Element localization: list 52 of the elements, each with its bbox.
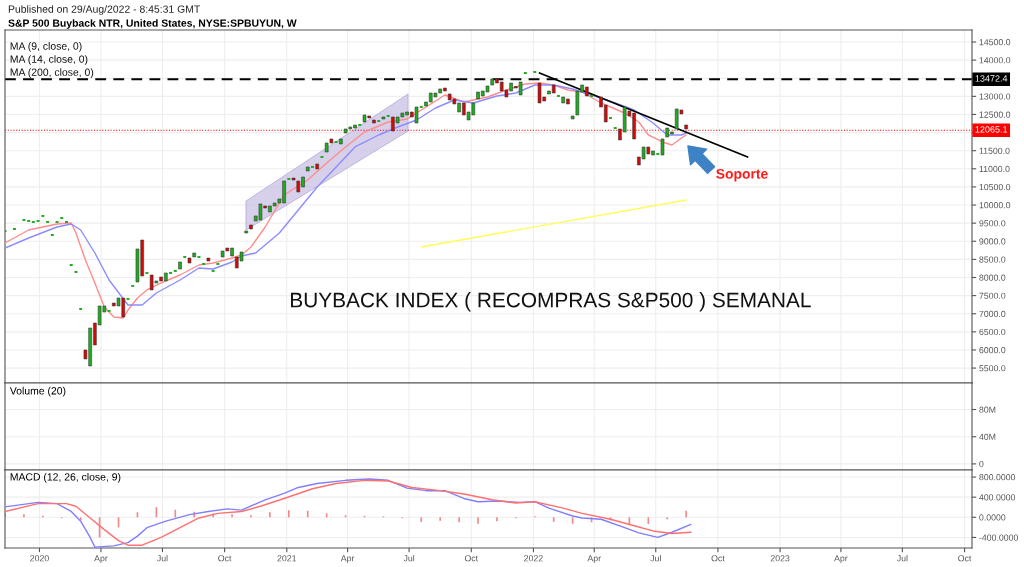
y-tick-label: 11000.0: [979, 165, 1010, 173]
chart-title: Volume (20): [9, 386, 66, 397]
y-tick-label: -400.0000: [979, 534, 1019, 541]
y-tick-label: 6500.0: [979, 328, 1006, 336]
y-tick-label: 9500.0: [979, 220, 1006, 227]
y-tick-label: 80M: [979, 406, 996, 413]
x-tick-label: Oct: [711, 555, 725, 562]
candlestick: [537, 82, 542, 104]
annotation: MA (200, close, 0): [10, 68, 94, 78]
x-tick-label: Apr: [834, 555, 848, 564]
y-tick-label: 5500.0: [979, 365, 1006, 372]
y-tick-label: 8000.0: [979, 274, 1006, 281]
chart-title: MACD (12, 26, close, 9): [10, 472, 121, 483]
x-tick-label: Jul: [156, 554, 168, 562]
y-tick-label: 10500.0: [979, 183, 1011, 191]
y-tick-label: 9000.0: [979, 238, 1006, 245]
y-tick-label: 400.0000: [979, 494, 1016, 501]
y-tick-label: 14500.0: [979, 39, 1011, 46]
y-tick-label: 8500.0: [979, 256, 1006, 263]
y-tick-label: 0.0000: [979, 514, 1006, 521]
x-tick-label: Oct: [958, 555, 972, 562]
y-tick-label: 12500.0: [979, 111, 1011, 118]
annotation: BUYBACK INDEX ( RECOMPRAS S&P500 ) SEMANAL: [291, 292, 811, 312]
annotation: MA (9, close, 0): [10, 42, 82, 52]
y-tick-label: 7500.0: [979, 292, 1006, 299]
y-tick-label: 13000.0: [979, 93, 1011, 100]
x-tick-label: Apr: [340, 555, 355, 564]
y-tick-label: 14000.0: [979, 57, 1011, 64]
x-tick-label: Jul: [896, 554, 908, 562]
y-tick-label: 40M: [979, 433, 996, 440]
annotation: Soporte: [716, 168, 768, 182]
y-tick-label: 7000.0: [979, 310, 1006, 317]
y-tick-label: 10000.0: [979, 202, 1011, 209]
chart-subtitle: Published on 29/Aug/2022 - 8:45:31 GMT: [8, 5, 201, 15]
x-tick-label: Oct: [218, 555, 232, 562]
y-tick-label: 6000.0: [979, 347, 1006, 354]
y-tick-label: 11500.0: [979, 147, 1010, 154]
x-tick-label: Oct: [464, 555, 479, 562]
annotation: MA (14, close, 0): [10, 55, 88, 65]
x-tick-label: Apr: [94, 555, 108, 564]
x-tick-label: 2022: [524, 555, 543, 562]
y-tick-label: 800.0000: [979, 474, 1016, 481]
chart-title: S&P 500 Buyback NTR, United States, NYSE:SPBUYUN, W: [8, 19, 297, 29]
x-tick-label: Jul: [650, 554, 661, 562]
x-tick-label: Jul: [403, 554, 415, 562]
y-tick-label: 0: [979, 460, 984, 468]
x-tick-label: 2020: [30, 555, 49, 562]
x-tick-label: 2021: [277, 555, 297, 562]
x-tick-label: 2023: [770, 555, 790, 562]
ref-line-label: 13472.4: [975, 75, 1008, 82]
x-tick-label: Apr: [587, 555, 601, 564]
ref-line-label: 12065.1: [975, 126, 1008, 133]
